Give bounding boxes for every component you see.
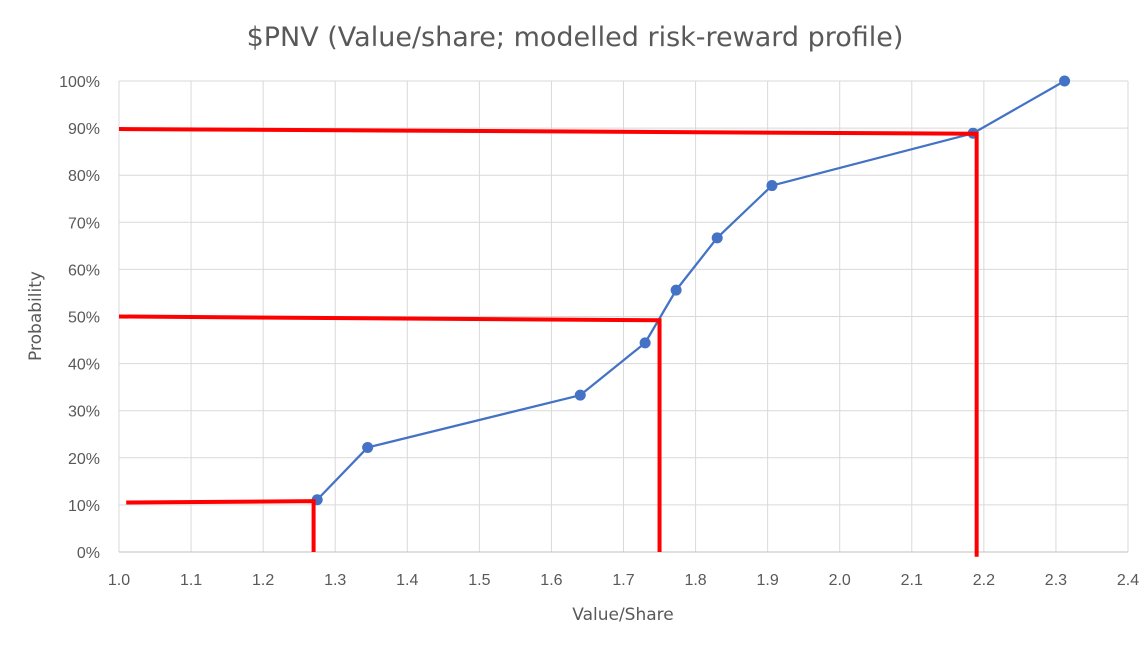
x-axis-title: Value/Share	[572, 605, 673, 625]
y-tick-label: 30%	[68, 404, 100, 421]
x-tick-label: 1.3	[324, 572, 346, 589]
chart-title: $PNV (Value/share; modelled risk-reward …	[247, 22, 904, 53]
y-axis-tick-labels: 0% 10% 20% 30% 40% 50% 60% 70% 80% 90% 100%	[59, 74, 100, 562]
x-tick-label: 1.2	[252, 572, 274, 589]
y-tick-label: 0%	[77, 545, 100, 562]
y-tick-label: 60%	[68, 262, 100, 279]
y-axis-title: Probability	[26, 271, 46, 361]
y-tick-label: 50%	[68, 310, 100, 327]
y-tick-label: 10%	[68, 498, 100, 515]
y-tick-label: 20%	[68, 451, 100, 468]
x-axis-tick-labels: 1.0 1.1 1.2 1.3 1.4 1.5 1.6 1.7 1.8 1.9 2.0 2.1 2.2 2…	[108, 572, 1139, 589]
x-tick-label: 2.3	[1045, 572, 1067, 589]
percentile-guides	[118, 127, 979, 557]
data-point	[670, 284, 682, 296]
x-tick-label: 2.1	[901, 572, 923, 589]
y-tick-label: 90%	[68, 121, 100, 138]
x-tick-label: 1.4	[396, 572, 418, 589]
y-tick-label: 100%	[59, 74, 100, 91]
x-tick-label: 1.7	[612, 572, 634, 589]
x-tick-label: 1.9	[757, 572, 779, 589]
x-tick-label: 1.6	[540, 572, 562, 589]
y-tick-label: 80%	[68, 168, 100, 185]
data-point	[711, 232, 723, 244]
percentile-guide-line	[126, 499, 316, 552]
data-point	[766, 180, 778, 192]
y-tick-label: 40%	[68, 357, 100, 374]
data-point	[639, 337, 651, 349]
data-point	[1059, 75, 1071, 87]
x-tick-label: 2.2	[973, 572, 995, 589]
percentile-guide-line	[118, 127, 979, 557]
percentile-guide-line	[118, 314, 662, 552]
x-tick-label: 1.5	[468, 572, 490, 589]
x-tick-label: 1.1	[180, 572, 202, 589]
x-tick-label: 1.0	[108, 572, 130, 589]
x-tick-label: 2.0	[829, 572, 851, 589]
x-tick-label: 1.8	[684, 572, 706, 589]
x-tick-label: 2.4	[1117, 572, 1139, 589]
data-point	[362, 441, 374, 453]
data-point	[574, 389, 586, 401]
y-tick-label: 70%	[68, 215, 100, 232]
